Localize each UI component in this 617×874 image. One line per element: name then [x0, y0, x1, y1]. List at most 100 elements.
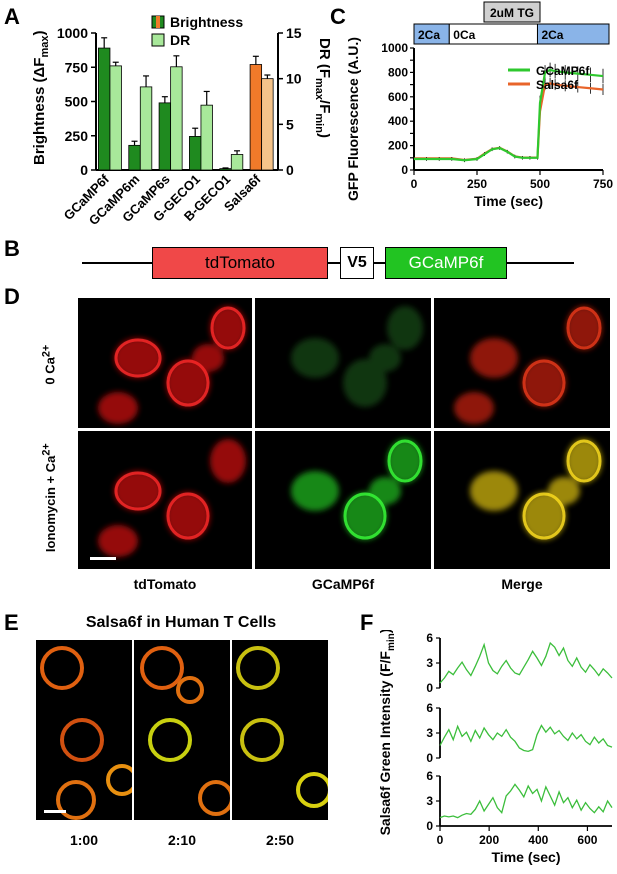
ylabel: Salsa6f Green Intensity (F/Fmin) [377, 630, 397, 835]
ylabel-sub: min [386, 633, 397, 651]
row-label-0ca-text: 0 Ca [42, 357, 58, 385]
tick-label-y: 0 [426, 819, 433, 833]
tdtomato-segment: tdTomato [152, 247, 328, 279]
panel-label-c: C [330, 4, 346, 29]
panel-label-d: D [4, 284, 20, 309]
ylabel-main: Salsa6f Green Intensity (F/F [377, 651, 393, 836]
panel-label-b: B [4, 236, 20, 261]
ylabel-right-close: ) [316, 133, 330, 138]
row-label-ionomycin-text: Ionomycin + Ca [42, 455, 58, 553]
image-0ca-tdtomato [78, 298, 252, 428]
ylabel-right-main: DR (F [316, 38, 330, 78]
row-label-ionomycin: Ionomycin + Ca2+ [40, 444, 57, 553]
bar-dr [261, 78, 274, 171]
image-0ca-gcamp6f [255, 298, 431, 428]
tcell-frame-3 [232, 640, 328, 820]
image-iono-gcamp6f [255, 431, 431, 569]
ylabel-left: Brightness (ΔFmax) [31, 31, 51, 166]
line-salsa6f [414, 82, 604, 162]
tick-label-x: 400 [528, 833, 548, 847]
tick-label-y: 6 [426, 701, 433, 715]
tick-label-left: 250 [65, 128, 89, 144]
tick-label-y: 600 [388, 90, 408, 104]
condition-bar [536, 23, 610, 45]
image-iono-tdtomato [78, 431, 252, 569]
bar-brightness [189, 136, 202, 171]
bar-brightness [128, 144, 141, 171]
tcell-frame-1 [36, 640, 132, 820]
bar-dr [230, 154, 244, 171]
panel-label-f: F [360, 610, 374, 635]
time-label-3: 2:50 [265, 832, 295, 848]
construct-line [82, 262, 574, 264]
bar-dr [170, 66, 183, 171]
panel-label-a: A [4, 4, 20, 29]
ylabel-left-close: ) [31, 31, 48, 36]
image-iono-merge [434, 431, 610, 569]
xlabel: Time (sec) [474, 193, 543, 209]
col-label-tdtomato: tdTomato [133, 576, 197, 592]
tick-label-x: 0 [437, 833, 444, 847]
chart-c-gfp-fluorescence: 2uM TG 2Ca 0Ca 2Ca 0 200 400 600 800 1000 0 250 500 7… [345, 1, 613, 209]
chart-f-salsa6f-traces: 0 3 6 0 3 6 0 3 6 0 200 400 600 Time (sec) Salsa6f Gre… [377, 630, 613, 865]
tick-label-x: 200 [479, 833, 499, 847]
bar-brightness [219, 168, 232, 171]
tick-label-x: 0 [411, 177, 418, 191]
image-0ca-merge [434, 298, 610, 428]
tick-label-y: 3 [426, 726, 433, 740]
tick-label-left: 1000 [57, 25, 88, 41]
tick-label-y: 0 [426, 681, 433, 695]
tick-label-x: 750 [593, 177, 613, 191]
tick-label-left: 0 [80, 162, 88, 178]
legend-label-salsa6f: Salsa6f [536, 78, 579, 92]
ylabel-right: DR (Fmax/Fmin) [313, 38, 330, 138]
tick-label-y: 3 [426, 656, 433, 670]
tick-label-y: 6 [426, 631, 433, 645]
ylabel-close: ) [377, 630, 393, 633]
tick-label-y: 800 [388, 65, 408, 79]
tick-label-y: 0 [426, 751, 433, 765]
bar-dr [200, 104, 213, 171]
ylabel: GFP Fluorescence (A.U.) [345, 37, 361, 201]
legend-swatch-dr [151, 33, 165, 47]
xlabel: Time (sec) [492, 849, 561, 865]
legend-label-gcamp6f: GCaMP6f [536, 64, 590, 78]
row-label-0ca: 0 Ca2+ [40, 345, 57, 385]
tick-label-left: 750 [65, 59, 89, 75]
gcamp6f-segment: GCaMP6f [385, 247, 507, 279]
bar-brightness [98, 47, 111, 171]
tick-label-left: 500 [65, 94, 89, 110]
legend-swatch-brightness-inner [156, 16, 160, 28]
panel-e-title: Salsa6f in Human T Cells [85, 614, 277, 631]
row-label-0ca-sup: 2+ [40, 345, 53, 358]
panel-label-e: E [4, 610, 19, 635]
ylabel-right-sub2: min [313, 113, 325, 133]
tick-label-x: 500 [530, 177, 550, 191]
legend-label-brightness: Brightness [170, 14, 243, 30]
tick-label-x: 250 [467, 177, 487, 191]
tick-label-y: 200 [388, 139, 408, 153]
ylabel-left-main: Brightness (ΔF [31, 58, 48, 165]
col-label-gcamp6f: GCaMP6f [311, 576, 375, 592]
bar-brightness [249, 64, 263, 171]
tcell-frame-2 [134, 640, 230, 820]
row-label-ionomycin-sup: 2+ [40, 443, 53, 456]
tick-label-right: 5 [286, 116, 294, 132]
col-label-merge: Merge [501, 576, 543, 592]
v5-segment: V5 [340, 247, 374, 279]
tick-label-y: 3 [426, 794, 433, 808]
line-gcamp6f [414, 68, 604, 162]
tick-label-y: 1000 [381, 41, 408, 55]
bar-dr [109, 65, 122, 171]
trace-2 [439, 724, 613, 753]
ylabel-right-sub1: max [313, 78, 325, 101]
condition-label: 2Ca [418, 28, 440, 42]
bar-dr [139, 86, 153, 171]
trace-1 [439, 641, 613, 684]
tick-label-y: 0 [401, 163, 408, 177]
trace-3 [439, 783, 613, 819]
tick-label-right: 15 [286, 25, 302, 41]
time-label-1: 1:00 [69, 832, 99, 848]
condition-label: 0Ca [453, 28, 475, 42]
tick-label-y: 400 [388, 114, 408, 128]
